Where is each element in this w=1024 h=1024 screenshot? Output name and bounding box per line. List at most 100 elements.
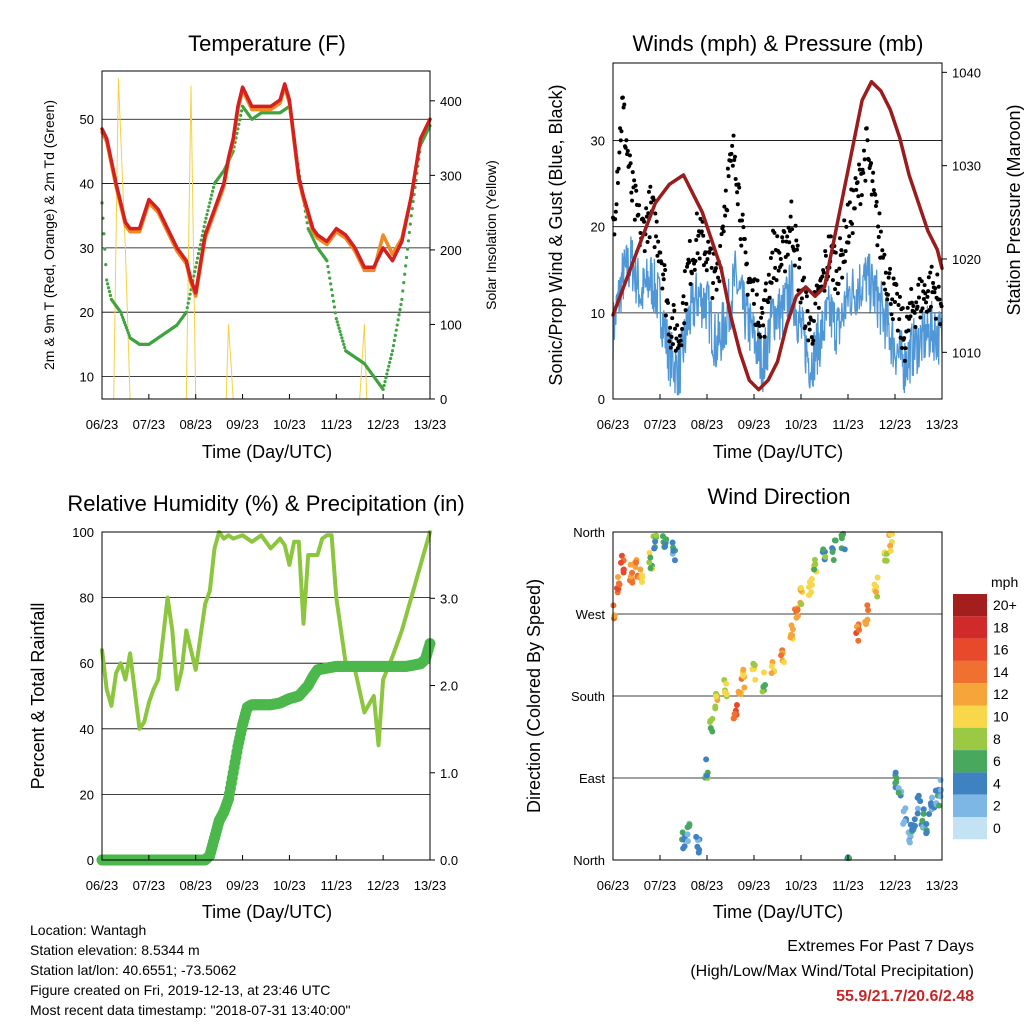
gust-point [652,245,657,250]
gust-point [881,281,886,286]
direction-point [798,601,805,608]
gust-point [882,252,887,257]
colorbar-swatch [953,616,987,639]
dewpoint-point [326,264,330,269]
gust-point [804,290,809,295]
gust-point [674,336,679,341]
direction-point [811,566,818,573]
dewpoint-point [391,344,396,348]
gust-point [699,229,704,234]
gust-point [661,272,666,277]
gust-point [889,312,894,317]
gust-point [757,323,762,328]
gust-point [871,188,876,193]
gust-point [859,193,864,198]
dewpoint-point [126,331,130,335]
gust-point [805,308,810,313]
gust-point [785,252,790,257]
gust-point [861,170,866,175]
x-tick-label: 13/23 [926,878,959,893]
gust-point [928,304,933,309]
gust-point [811,338,816,343]
direction-point [629,579,636,586]
gust-point [695,251,700,256]
direction-point [789,626,796,633]
colorbar-swatch [953,594,987,617]
colorbar-label: 12 [993,686,1009,702]
gust-point [854,187,859,192]
gust-point [783,269,788,274]
gust-point [763,281,768,286]
direction-point [659,533,666,540]
direction-point [713,693,720,700]
gust-point [636,212,641,217]
dewpoint-point [387,364,391,368]
y-right-tick-label: 300 [440,168,462,183]
pressure-line [611,79,944,392]
gust-point [828,234,833,239]
gust-point [804,294,809,299]
gust-point [906,328,911,333]
gust-point [630,170,635,175]
gust-point [618,126,623,131]
gust-point [707,250,712,255]
gust-point [894,282,899,287]
gust-point [637,203,642,208]
dewpoint-point [340,336,344,340]
gust-point [860,167,865,172]
gust-point [896,303,901,308]
direction-point [712,703,719,710]
gust-point [871,170,876,175]
humidity-xlabel: Time (Day/UTC) [202,902,332,922]
dewpoint-point [122,320,127,325]
gust-point [682,269,687,274]
gust-point [768,255,773,260]
recent-timestamp: Most recent data timestamp: "2018-07-31 … [30,1002,351,1018]
gust-point [888,301,893,306]
dewpoint-point [410,207,414,211]
direction-point [865,607,872,614]
gust-point [681,294,686,299]
gust-point [689,271,694,276]
dewpoint-point [186,301,190,305]
gust-point [672,308,677,313]
direction-point [707,717,714,724]
dewpoint-point [193,270,197,274]
gust-point [833,250,838,255]
direction-point [653,532,660,539]
gust-point [694,237,699,242]
x-tick-label: 08/23 [179,417,212,432]
x-tick-label: 13/23 [414,878,447,893]
gust-point [703,250,708,255]
y-tick-label: 20 [80,305,94,320]
direction-point [662,543,669,550]
gust-point [883,287,888,292]
y-right-tick-label: 0.0 [440,853,458,868]
dewpoint-point [401,289,405,293]
dewpoint-point [385,372,389,376]
dewpoint-point [201,229,205,233]
direction-ticks: North East South West North 06/23 07/23 08/23 09… [571,525,958,893]
x-tick-label: 08/23 [691,878,724,893]
gust-point [921,297,926,302]
dewpoint-point [395,323,399,327]
gust-point [931,280,936,285]
x-tick-label: 10/23 [273,878,306,893]
dewpoint-point [196,252,201,256]
gust-point [820,274,825,279]
x-tick-label: 11/23 [832,417,864,432]
gust-point [773,265,778,270]
gust-point [918,315,923,320]
x-tick-label: 07/23 [133,878,166,893]
y-right-tick-label: 3.0 [440,591,458,606]
direction-point [822,553,829,560]
dewpoint-point [210,193,214,197]
gust-point [728,158,733,163]
gust-point [731,133,736,138]
gust-point [900,306,905,311]
y-tick-label: 10 [591,306,605,321]
dewpoint-point [124,326,128,330]
gust-point [909,300,914,305]
dewpoint-point [236,127,240,131]
direction-point [929,794,936,801]
